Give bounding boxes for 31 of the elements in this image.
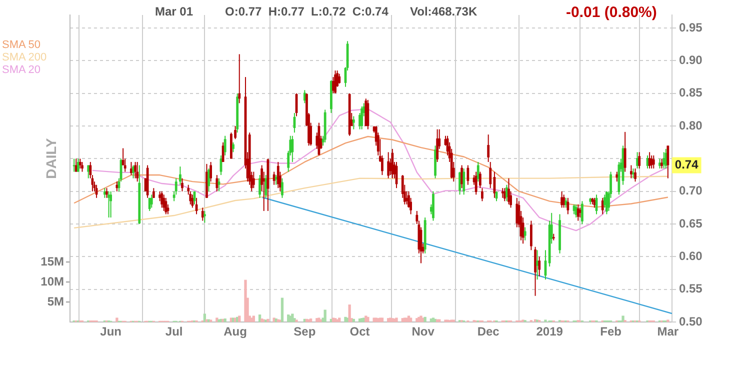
x-tick-label: 2019	[536, 324, 564, 339]
x-tick-label: Aug	[224, 324, 247, 339]
x-tick-label: Oct	[350, 324, 370, 339]
y-tick-label: 0.85	[679, 86, 703, 100]
y-tick-label: 0.90	[679, 53, 703, 68]
y-tick-label: 0.50	[679, 314, 703, 328]
x-tick-label: Nov	[412, 324, 435, 339]
annotation: 0.74	[674, 158, 699, 172]
y-tick-label: 0.70	[679, 184, 703, 198]
y2-tick-label: 10M	[40, 274, 64, 288]
y-tick-label: 0.95	[679, 20, 703, 34]
x-tick-label: Mar	[657, 324, 679, 339]
text: SMA 20	[2, 64, 41, 76]
y-tick-label: 0.60	[679, 248, 703, 263]
x-tick-label: Feb	[600, 324, 622, 339]
y2-tick-label: 15M	[40, 254, 64, 269]
y2-tick-label: 5M	[47, 294, 64, 308]
x-tick-label: Sep	[294, 324, 316, 339]
x-tick-label: Dec	[477, 324, 500, 339]
annotation: Vol:468.73K	[410, 4, 478, 18]
annotation: O:0.77 H:0.77 L:0.72 C:0.74	[225, 4, 389, 18]
text: SMA 200	[2, 52, 47, 64]
y-tick-label: 0.65	[679, 216, 703, 230]
text: SMA 50	[2, 39, 41, 52]
text: DAILY	[42, 137, 59, 179]
annotation: Mar 01	[155, 4, 194, 18]
x-tick-label: Jun	[100, 324, 122, 339]
y-tick-label: 0.55	[679, 282, 703, 296]
y-tick-label: 0.80	[679, 118, 703, 132]
x-tick-label: Jul	[165, 324, 183, 339]
annotation: -0.01 (0.80%)	[566, 4, 657, 22]
